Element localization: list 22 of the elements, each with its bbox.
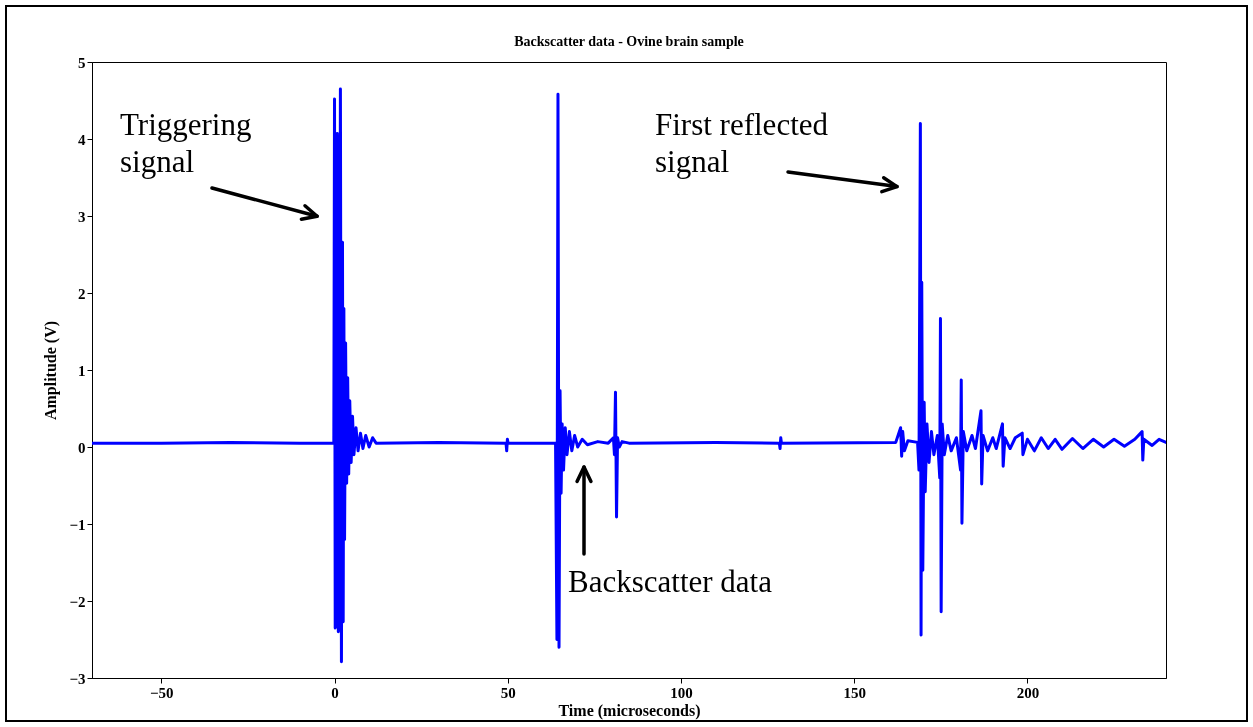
y-tick-label: 5 (78, 54, 86, 71)
x-tick-label: 50 (500, 684, 516, 701)
x-tick-label: 200 (1016, 684, 1040, 701)
y-tick-label: 1 (78, 362, 86, 379)
annotation: First reflected signal (655, 107, 829, 179)
y-tick-label: 0 (78, 439, 86, 456)
y-tick-label: −2 (69, 593, 86, 610)
y-tick-label: 2 (78, 285, 86, 302)
y-tick-label: −3 (69, 670, 86, 687)
x-axis-title: Time (microseconds) (558, 701, 701, 720)
y-axis-title: Amplitude (V) (42, 320, 61, 421)
x-tick-label: −50 (150, 684, 174, 701)
x-tick-label: 150 (843, 684, 866, 701)
line-series (92, 87, 1166, 664)
chart-title: Backscatter data - Ovine brain sample (514, 34, 744, 49)
x-tick-label: 100 (670, 684, 693, 701)
y-tick-label: 3 (78, 208, 86, 225)
annotation: Backscatter data (568, 564, 773, 599)
y-tick-label: 4 (78, 131, 86, 148)
annotation: Triggering signal (120, 107, 252, 179)
x-tick-label: 0 (331, 684, 339, 701)
y-tick-label: −1 (69, 516, 86, 533)
